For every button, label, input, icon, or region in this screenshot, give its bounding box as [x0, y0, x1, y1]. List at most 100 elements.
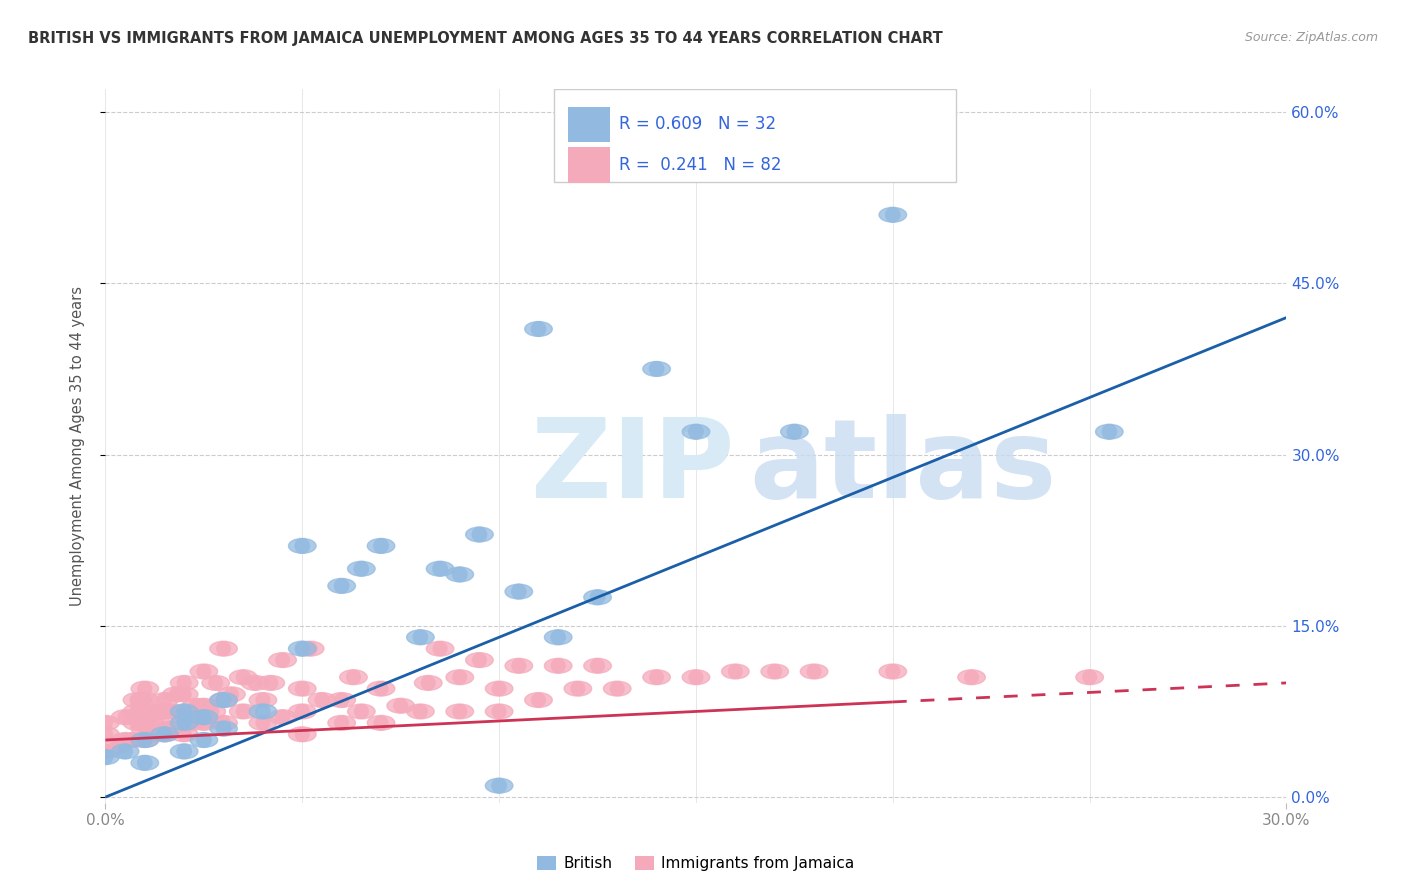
Ellipse shape [111, 732, 139, 747]
Ellipse shape [170, 675, 198, 690]
Ellipse shape [426, 641, 454, 657]
Point [350, 705, 373, 719]
Ellipse shape [209, 721, 238, 736]
Point [181, 715, 204, 730]
Ellipse shape [761, 664, 789, 679]
Ellipse shape [249, 692, 277, 707]
Ellipse shape [163, 687, 190, 702]
Ellipse shape [91, 749, 120, 764]
Point [193, 733, 215, 747]
Point [350, 562, 373, 576]
Ellipse shape [229, 704, 257, 719]
Ellipse shape [603, 681, 631, 696]
Ellipse shape [446, 704, 474, 719]
Ellipse shape [150, 704, 179, 719]
Ellipse shape [143, 715, 170, 731]
Point [94, 744, 117, 758]
Point [153, 727, 176, 741]
Ellipse shape [150, 692, 179, 707]
Point [173, 727, 195, 741]
Point [193, 698, 215, 713]
Ellipse shape [485, 681, 513, 696]
Ellipse shape [190, 732, 218, 747]
Point [389, 698, 412, 713]
Ellipse shape [524, 692, 553, 707]
Point [1078, 670, 1101, 684]
Point [153, 693, 176, 707]
Point [271, 653, 294, 667]
Point [153, 727, 176, 741]
Ellipse shape [242, 675, 269, 690]
Ellipse shape [426, 561, 454, 576]
Point [204, 676, 226, 690]
Point [252, 715, 274, 730]
Point [173, 715, 195, 730]
Ellipse shape [406, 704, 434, 719]
Text: R = 0.609   N = 32: R = 0.609 N = 32 [619, 115, 776, 134]
Ellipse shape [347, 704, 375, 719]
Ellipse shape [124, 704, 150, 719]
Ellipse shape [1095, 425, 1123, 439]
Ellipse shape [257, 675, 284, 690]
Point [212, 722, 235, 736]
Ellipse shape [367, 539, 395, 553]
Ellipse shape [328, 578, 356, 593]
Point [134, 710, 156, 724]
Ellipse shape [367, 681, 395, 696]
Point [134, 733, 156, 747]
Point [960, 670, 983, 684]
Ellipse shape [340, 670, 367, 685]
Point [252, 705, 274, 719]
Ellipse shape [269, 653, 297, 667]
Point [212, 693, 235, 707]
Point [370, 715, 392, 730]
Ellipse shape [957, 670, 986, 685]
Point [882, 665, 904, 679]
Ellipse shape [288, 681, 316, 696]
Point [94, 727, 117, 741]
Point [173, 676, 195, 690]
Ellipse shape [544, 658, 572, 673]
Ellipse shape [198, 704, 225, 719]
Point [291, 641, 314, 656]
Point [488, 681, 510, 696]
Point [232, 670, 254, 684]
Ellipse shape [229, 670, 257, 685]
Ellipse shape [131, 710, 159, 724]
Point [645, 362, 668, 376]
Ellipse shape [179, 715, 205, 731]
Point [527, 322, 550, 336]
Point [134, 693, 156, 707]
Point [252, 693, 274, 707]
Ellipse shape [170, 704, 198, 719]
Point [114, 710, 136, 724]
Ellipse shape [104, 739, 131, 753]
Point [547, 658, 569, 673]
Ellipse shape [111, 710, 139, 724]
Point [370, 539, 392, 553]
Ellipse shape [146, 704, 174, 719]
Point [418, 676, 440, 690]
Point [763, 665, 786, 679]
Point [586, 591, 609, 605]
Point [449, 567, 471, 582]
Point [586, 658, 609, 673]
Ellipse shape [131, 732, 159, 747]
Ellipse shape [159, 704, 186, 719]
Point [157, 722, 180, 736]
Point [173, 705, 195, 719]
Point [260, 676, 283, 690]
Ellipse shape [643, 670, 671, 685]
Text: BRITISH VS IMMIGRANTS FROM JAMAICA UNEMPLOYMENT AMONG AGES 35 TO 44 YEARS CORREL: BRITISH VS IMMIGRANTS FROM JAMAICA UNEMP… [28, 31, 943, 46]
Ellipse shape [524, 321, 553, 336]
Ellipse shape [1076, 670, 1104, 685]
Ellipse shape [131, 692, 159, 707]
Point [330, 693, 353, 707]
Point [449, 705, 471, 719]
FancyBboxPatch shape [554, 89, 956, 182]
Point [193, 665, 215, 679]
Point [149, 705, 172, 719]
FancyBboxPatch shape [568, 147, 610, 183]
Point [291, 705, 314, 719]
Point [114, 744, 136, 758]
